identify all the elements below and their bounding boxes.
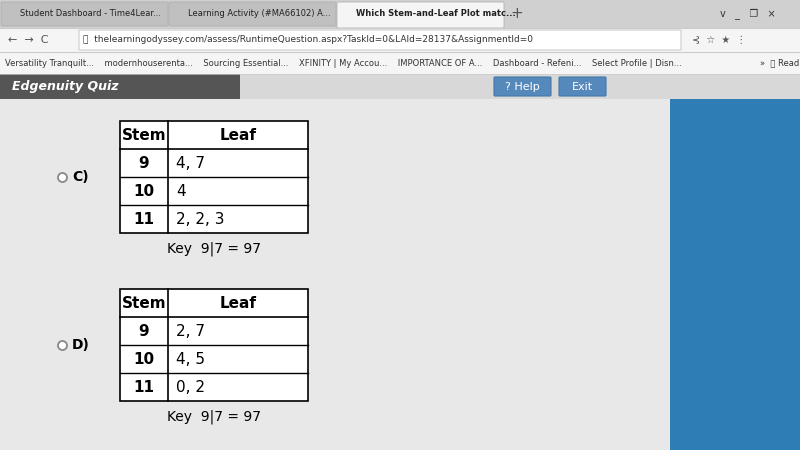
Text: 🔒  thelearningodyssey.com/assess/RuntimeQuestion.aspx?TaskId=0&LAId=28137&Assign: 🔒 thelearningodyssey.com/assess/RuntimeQ… [83,36,533,45]
Text: 2, 2, 3: 2, 2, 3 [176,212,225,226]
FancyBboxPatch shape [0,74,800,99]
Text: ? Help: ? Help [505,81,539,91]
FancyBboxPatch shape [0,99,670,450]
FancyBboxPatch shape [79,30,681,50]
Text: v   _   ❐   ×: v _ ❐ × [720,9,776,19]
Text: ←  →  C: ← → C [8,35,49,45]
Text: Stem: Stem [122,127,166,143]
FancyBboxPatch shape [0,0,800,28]
FancyBboxPatch shape [0,74,240,99]
Text: Student Dashboard - Time4Lear...: Student Dashboard - Time4Lear... [20,9,161,18]
FancyBboxPatch shape [120,289,308,401]
Text: Leaf: Leaf [219,296,257,310]
Text: 10: 10 [134,184,154,198]
Text: Edgenuity Quiz: Edgenuity Quiz [12,80,118,93]
FancyBboxPatch shape [0,28,800,52]
Text: 9: 9 [138,156,150,171]
Text: Versatility Tranquilt...    modernhouserenta...    Sourcing Essential...    XFIN: Versatility Tranquilt... modernhouserent… [5,58,682,68]
Text: 10: 10 [134,351,154,366]
Text: C): C) [72,170,89,184]
FancyBboxPatch shape [337,2,504,28]
FancyBboxPatch shape [169,2,336,26]
Text: 11: 11 [134,379,154,395]
FancyBboxPatch shape [494,77,551,96]
Text: Which Stem-and-Leaf Plot matc...: Which Stem-and-Leaf Plot matc... [356,9,516,18]
Text: 4: 4 [176,184,186,198]
Text: »  📋 Reading list: » 📋 Reading list [760,58,800,68]
Text: 4, 5: 4, 5 [176,351,205,366]
Text: 11: 11 [134,212,154,226]
Text: Key  9|7 = 97: Key 9|7 = 97 [167,241,261,256]
Text: Key  9|7 = 97: Key 9|7 = 97 [167,409,261,423]
FancyBboxPatch shape [559,77,606,96]
Text: ⊰  ☆  ★  ⋮: ⊰ ☆ ★ ⋮ [692,35,746,45]
FancyBboxPatch shape [120,121,308,233]
Text: Stem: Stem [122,296,166,310]
Text: 2, 7: 2, 7 [176,324,205,338]
Text: D): D) [72,338,90,352]
Text: 4, 7: 4, 7 [176,156,205,171]
Text: 9: 9 [138,324,150,338]
Text: 0, 2: 0, 2 [176,379,205,395]
Text: +: + [510,6,522,22]
Text: Exit: Exit [571,81,593,91]
FancyBboxPatch shape [670,99,800,450]
Text: Learning Activity (#MA66102) A...: Learning Activity (#MA66102) A... [188,9,330,18]
Text: Leaf: Leaf [219,127,257,143]
FancyBboxPatch shape [1,2,168,26]
FancyBboxPatch shape [0,52,800,74]
